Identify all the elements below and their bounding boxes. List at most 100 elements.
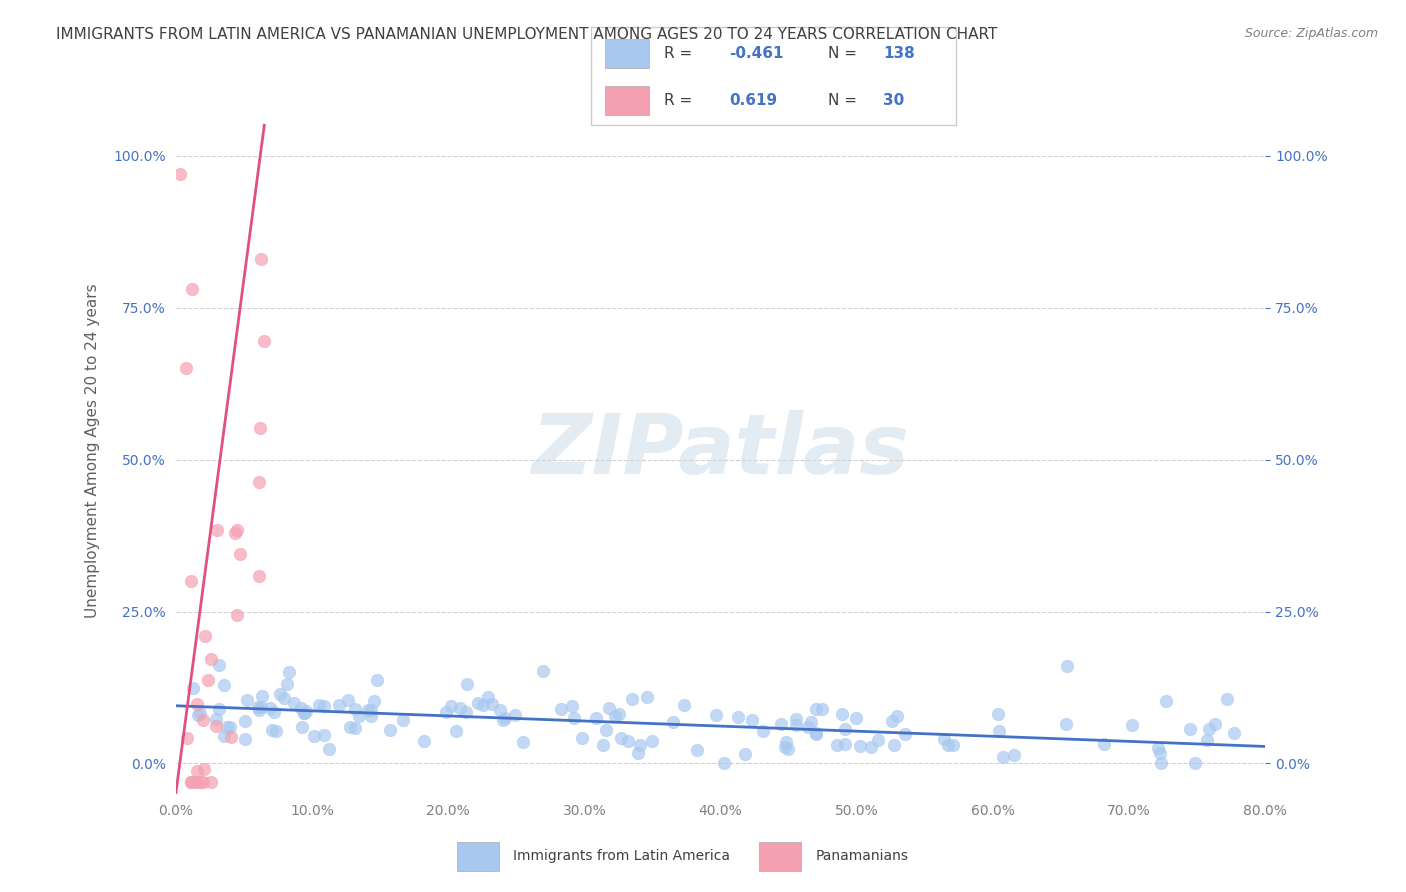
Point xyxy=(273,690,295,705)
Point xyxy=(607,706,630,721)
Point xyxy=(217,720,239,734)
Point xyxy=(208,658,231,673)
Text: 138: 138 xyxy=(883,45,915,61)
Point xyxy=(893,726,915,740)
Point xyxy=(987,706,1010,721)
Point xyxy=(181,681,204,696)
Point xyxy=(247,569,270,583)
Point xyxy=(186,698,208,712)
Point xyxy=(1154,693,1177,707)
Point xyxy=(292,706,315,721)
Y-axis label: Unemployment Among Ages 20 to 24 years: Unemployment Among Ages 20 to 24 years xyxy=(84,283,100,618)
Point xyxy=(205,719,228,733)
Point xyxy=(449,701,471,715)
Point xyxy=(773,740,796,755)
Point xyxy=(769,716,792,731)
Point xyxy=(302,729,325,743)
Point xyxy=(181,282,204,296)
Text: 0.619: 0.619 xyxy=(730,93,778,108)
Point xyxy=(249,421,271,435)
Point xyxy=(412,733,434,747)
Point xyxy=(193,629,215,643)
Point xyxy=(208,702,231,716)
Point xyxy=(276,677,298,691)
Point xyxy=(219,730,242,744)
Text: Immigrants from Latin America: Immigrants from Latin America xyxy=(513,849,730,863)
Point xyxy=(366,673,388,688)
Point xyxy=(1121,718,1143,732)
Point xyxy=(641,733,664,747)
Point xyxy=(229,547,252,561)
Point xyxy=(174,361,197,376)
Point xyxy=(360,709,382,723)
Point xyxy=(260,723,283,737)
Point xyxy=(800,715,823,730)
Point xyxy=(734,747,756,762)
Point xyxy=(446,723,468,738)
Point xyxy=(214,729,236,743)
Point xyxy=(440,698,463,713)
Point xyxy=(880,714,903,728)
Point xyxy=(934,731,956,746)
Point xyxy=(339,720,361,734)
Point xyxy=(616,733,638,747)
Point xyxy=(1184,756,1206,771)
Point xyxy=(263,705,285,719)
Point xyxy=(269,688,291,702)
Point xyxy=(778,741,800,756)
Point xyxy=(775,735,797,749)
FancyBboxPatch shape xyxy=(605,38,650,68)
Text: Source: ZipAtlas.com: Source: ZipAtlas.com xyxy=(1244,27,1378,40)
Point xyxy=(785,718,807,732)
Point xyxy=(184,774,207,789)
Point xyxy=(180,574,202,589)
Point xyxy=(190,706,212,720)
Point xyxy=(283,696,305,710)
Point xyxy=(868,732,890,747)
Point xyxy=(347,709,370,723)
Point xyxy=(797,720,820,734)
Point xyxy=(343,721,366,735)
Text: N =: N = xyxy=(828,93,858,108)
Point xyxy=(785,712,807,726)
Point xyxy=(727,710,749,724)
FancyBboxPatch shape xyxy=(457,842,499,871)
Point xyxy=(512,735,534,749)
Point xyxy=(314,728,336,742)
Point xyxy=(357,703,380,717)
Point xyxy=(328,698,350,713)
Point xyxy=(585,711,607,725)
Point xyxy=(686,743,709,757)
Point xyxy=(804,702,827,716)
Point xyxy=(662,714,685,729)
Point xyxy=(609,731,631,745)
Point xyxy=(337,692,360,706)
Point xyxy=(378,723,401,738)
Point xyxy=(620,692,643,706)
Point xyxy=(825,738,848,752)
Point xyxy=(848,739,870,753)
Point xyxy=(477,690,499,705)
Point xyxy=(592,738,614,752)
Point xyxy=(494,711,516,725)
Point xyxy=(993,749,1015,764)
Point xyxy=(571,731,593,745)
Point xyxy=(180,774,202,789)
Point xyxy=(1149,746,1171,760)
Text: R =: R = xyxy=(664,93,692,108)
Point xyxy=(250,252,273,267)
Point xyxy=(169,167,191,181)
Point xyxy=(193,762,215,776)
Text: IMMIGRANTS FROM LATIN AMERICA VS PANAMANIAN UNEMPLOYMENT AMONG AGES 20 TO 24 YEA: IMMIGRANTS FROM LATIN AMERICA VS PANAMAN… xyxy=(56,27,998,42)
Point xyxy=(1195,732,1218,747)
Point xyxy=(218,720,240,734)
Point xyxy=(751,724,773,739)
Point xyxy=(942,738,965,752)
Point xyxy=(1002,747,1025,762)
Point xyxy=(472,698,495,713)
Point xyxy=(312,698,335,713)
Text: -0.461: -0.461 xyxy=(730,45,785,61)
Text: R =: R = xyxy=(664,45,692,61)
Point xyxy=(233,714,256,729)
FancyBboxPatch shape xyxy=(759,842,801,871)
